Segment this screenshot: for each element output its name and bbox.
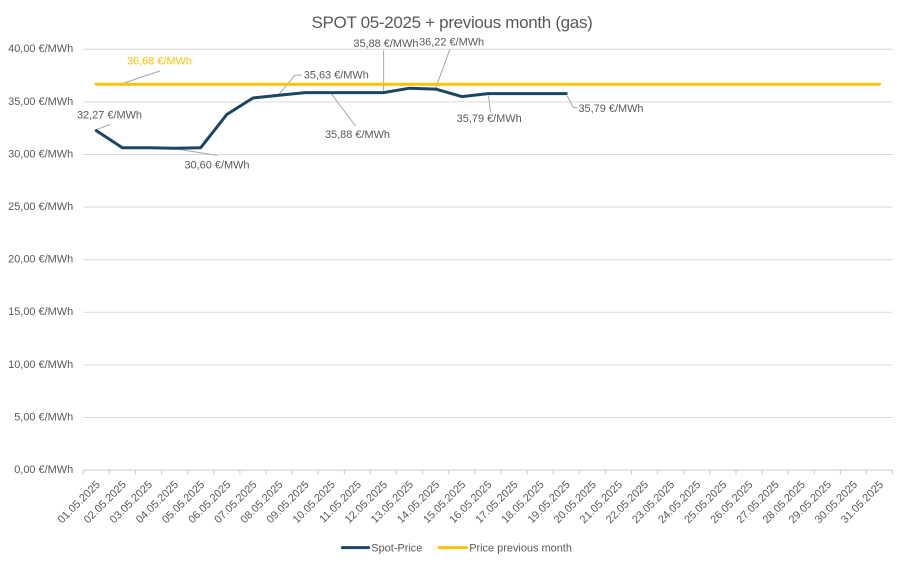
svg-text:SPOT 05-2025 + previous month: SPOT 05-2025 + previous month (gas) [312, 13, 593, 32]
svg-text:35,79 €/MWh: 35,79 €/MWh [457, 113, 522, 125]
svg-text:5,00 €/MWh: 5,00 €/MWh [14, 411, 73, 423]
svg-text:Spot-Price: Spot-Price [371, 542, 422, 554]
svg-text:35,63 €/MWh: 35,63 €/MWh [304, 70, 369, 82]
svg-text:25,00 €/MWh: 25,00 €/MWh [8, 201, 73, 213]
svg-text:40,00 €/MWh: 40,00 €/MWh [8, 43, 73, 55]
svg-text:Price previous month: Price previous month [469, 542, 572, 554]
svg-text:30,00 €/MWh: 30,00 €/MWh [8, 148, 73, 160]
svg-text:20,00 €/MWh: 20,00 €/MWh [8, 254, 73, 266]
svg-text:35,79 €/MWh: 35,79 €/MWh [578, 103, 643, 115]
svg-text:32,27 €/MWh: 32,27 €/MWh [77, 110, 142, 122]
svg-text:35,88 €/MWh: 35,88 €/MWh [353, 38, 418, 50]
svg-text:35,00 €/MWh: 35,00 €/MWh [8, 96, 73, 108]
svg-text:36,22 €/MWh: 36,22 €/MWh [419, 37, 484, 49]
svg-text:30,60 €/MWh: 30,60 €/MWh [184, 159, 249, 171]
svg-text:0,00 €/MWh: 0,00 €/MWh [14, 464, 73, 476]
svg-text:10,00 €/MWh: 10,00 €/MWh [8, 359, 73, 371]
svg-text:15,00 €/MWh: 15,00 €/MWh [8, 306, 73, 318]
svg-text:36,68 €/MWh: 36,68 €/MWh [127, 55, 192, 67]
svg-text:35,88 €/MWh: 35,88 €/MWh [325, 129, 390, 141]
